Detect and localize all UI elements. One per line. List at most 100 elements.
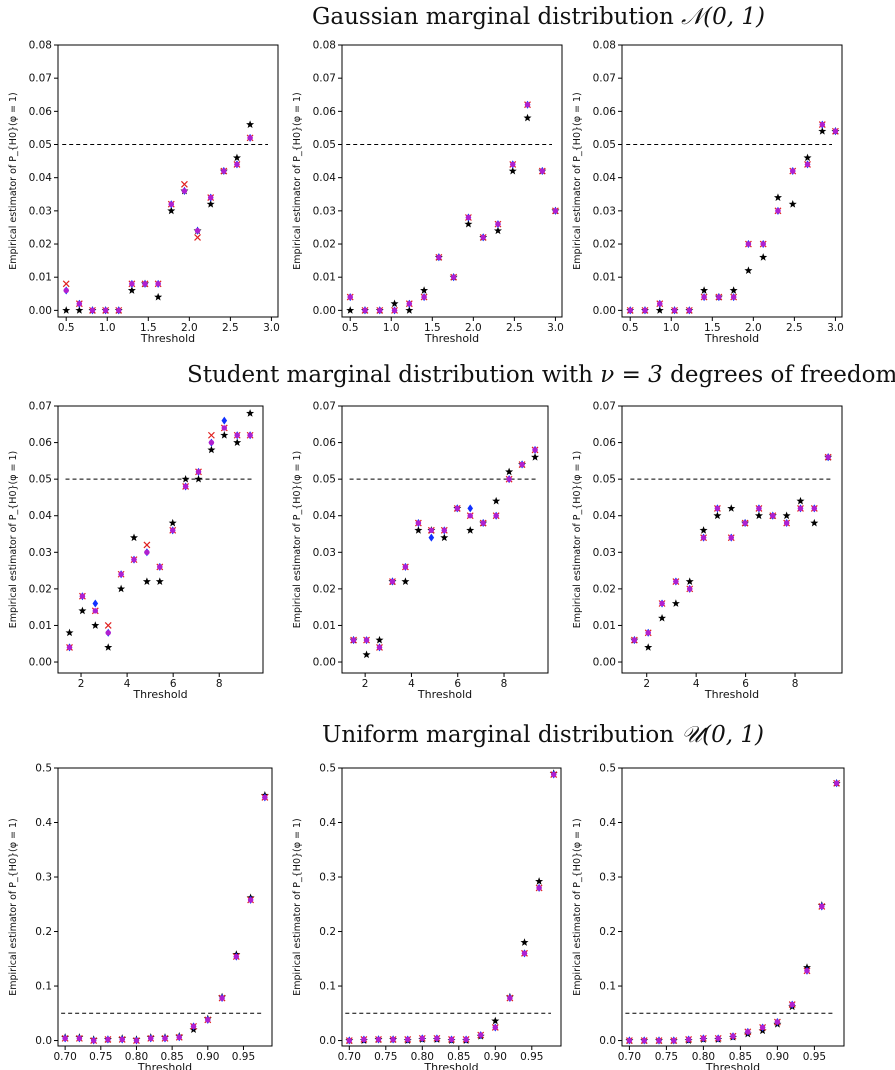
y-tick-label: 0.5 [35,763,52,775]
marker-cross [194,233,201,241]
marker-circle [441,527,448,534]
marker-circle [405,1036,411,1043]
marker-circle [745,241,752,247]
section-title-gaussian: Gaussian marginal distribution 𝒩(0, 1) [312,4,765,30]
marker-star [759,253,768,261]
marker-star [390,299,399,308]
series-diamond [62,793,268,1045]
y-tick-label: 0.07 [313,401,336,413]
marker-cross-stroke [207,431,215,439]
marker-circle [804,161,811,168]
x-tick-label: 0.80 [411,1051,434,1063]
marker-circle [170,527,176,534]
marker-circle [493,513,499,519]
marker-circle [391,307,398,314]
marker-circle [770,513,776,519]
series-cross [625,779,841,1044]
marker-circle [142,281,148,287]
marker-cross-stroke [180,180,188,188]
y-axis-label: Empirical estimator of P_{H0}(φ = 1) [8,818,19,996]
marker-circle [363,637,370,643]
marker-circle [131,556,137,563]
x-tick-label: 2 [643,678,650,690]
marker-circle [759,1024,766,1031]
marker-circle [102,307,109,314]
marker-star [505,467,514,476]
plot-frame [57,44,279,318]
y-tick-label: 0.01 [593,620,616,632]
marker-star [117,584,126,593]
marker-star [246,120,255,129]
marker-circle [745,1029,751,1035]
x-tick-label: 0.95 [803,1051,826,1063]
marker-star [206,200,215,208]
marker-circle [162,1035,168,1042]
marker-star [803,153,812,162]
y-tick-label: 0.01 [313,272,336,284]
marker-circle [825,454,831,460]
marker-star [699,526,708,534]
marker-circle [521,950,528,957]
series-circle [62,794,268,1044]
series-diamond [631,453,831,645]
marker-cross [180,180,188,188]
marker-cross-stroke [143,541,151,549]
marker-circle [495,221,501,227]
marker-star [142,577,151,585]
marker-star [535,877,544,885]
marker-circle [92,608,99,614]
marker-circle [148,1035,154,1042]
marker-circle [730,1033,736,1039]
marker-circle [686,307,693,314]
marker-star [232,153,241,162]
series-cross [345,771,558,1044]
marker-circle [673,578,679,585]
marker-circle [262,794,268,801]
x-tick-label: 0.90 [484,1051,507,1063]
y-tick-label: 0.01 [593,272,616,284]
y-axis-label: Empirical estimator of P_{H0}(φ = 1) [572,451,583,629]
x-tick-label: 0.85 [447,1051,470,1063]
marker-circle [133,1037,140,1044]
chart-panel-student-1: 0.00 0.01 0.02 0.03 0.04 0.05 0.06 0.07 2 4 6 8 Thre… [8,401,264,701]
y-tick-label: 0.05 [29,474,52,486]
marker-circle [157,564,163,570]
series-diamond [626,779,840,1045]
chart-panel-uniform-3: 0.0 0.1 0.2 0.3 0.4 0.5 0.70 0.75 0.80 0.85 0.90 0.… [572,763,845,1070]
marker-star [155,577,164,585]
x-tick-label: 3.0 [547,322,564,334]
marker-circle [701,294,707,300]
marker-circle [377,307,383,314]
marker-star [727,504,736,512]
y-tick-label: 0.1 [35,981,52,993]
chart-panel-gaussian-1: 0.00 0.01 0.02 0.03 0.04 0.05 0.06 0.07 0.08 0.5 1… [8,40,280,346]
y-tick-label: 0.5 [599,763,616,775]
marker-star [671,599,680,607]
series-star [345,769,558,1044]
marker-star [773,193,782,201]
marker-circle [700,534,707,541]
marker-circle [402,564,409,570]
plot-frame [341,767,562,1047]
marker-star [207,445,216,454]
y-tick-label: 0.02 [593,583,616,595]
x-tick-label: 2 [362,678,369,690]
marker-circle [90,1037,97,1044]
marker-circle [219,995,225,1001]
marker-circle [350,637,357,643]
marker-star [492,496,501,505]
series-circle [346,771,557,1044]
x-tick-label: 0.85 [160,1051,183,1063]
marker-star [168,518,177,527]
marker-star [523,113,532,122]
marker-star [246,409,255,417]
marker-circle [789,1001,795,1008]
marker-circle [756,505,762,512]
marker-circle [406,301,413,307]
marker-star [729,286,738,294]
marker-circle [390,1036,396,1043]
marker-circle [551,771,557,778]
series-diamond [66,416,253,652]
marker-star [464,219,473,228]
x-tick-label: 2.0 [181,322,198,334]
